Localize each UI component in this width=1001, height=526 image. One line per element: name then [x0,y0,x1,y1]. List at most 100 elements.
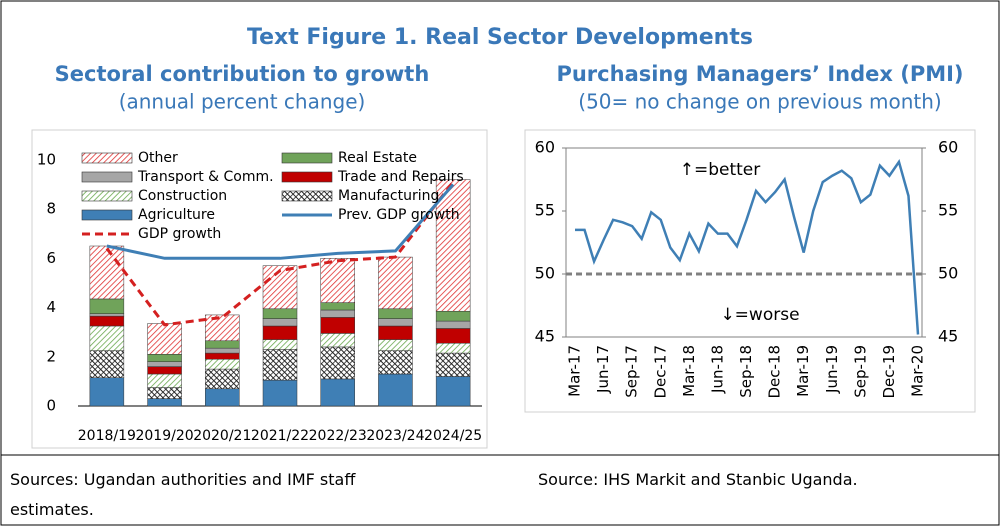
plot-frame [565,147,923,338]
bar-segment [89,315,125,327]
bar-segment [147,354,182,362]
x-tick-label: 2022/23 [309,428,367,444]
bar-segment [147,398,182,407]
line-series [105,181,455,327]
x-tick-label: Mar-18 [680,345,698,397]
legend-swatch [81,190,133,202]
bar-segment [205,314,240,342]
annotation: ↓=worse [720,305,799,325]
bar-segment [147,373,182,388]
bar-segment [147,366,182,375]
source-note: Source: IHS Markit and Stanbic Uganda. [538,470,858,489]
bar-segment [262,339,298,350]
x-tick-label: 2018/19 [78,428,136,444]
legend-swatch [281,171,333,183]
bar-segment [378,308,413,319]
left-panel [31,129,488,449]
chart-subtitle: (annual percent change) [119,90,366,114]
legend-label: Real Estate [338,150,417,166]
bar-segment [320,333,355,348]
bar-segment [262,318,298,327]
bar-segment [435,352,471,377]
bar-segment [89,350,125,378]
chart-title: Purchasing Managers’ Index (PMI) [556,62,963,86]
bar-segment [378,325,413,340]
x-tick-label: 2019/20 [135,428,193,444]
y-tick-label: 55 [535,201,555,220]
x-tick-label: Mar-20 [909,345,927,397]
x-tick-label: Mar-19 [794,345,812,397]
bar-segment [205,347,240,354]
legend-swatch [81,209,133,221]
x-tick-label: Dec-18 [766,345,784,399]
y-tick-label: 0 [46,397,56,415]
legend-label: Transport & Comm. [137,169,274,185]
bar-segment [320,317,355,334]
bar-segment [147,323,182,355]
x-tick-label: Sep-19 [851,345,869,398]
bar-segment [205,368,240,390]
bar-segment [205,388,240,407]
bar-segment [378,339,413,351]
bar-segment [262,265,298,310]
bar-segment [262,325,298,340]
x-tick-label: Sep-17 [623,345,641,398]
chart-subtitle: (50= no change on previous month) [578,90,941,114]
x-tick-label: Jun-18 [708,345,726,394]
y-tick-label: 10 [37,150,56,168]
x-tick-label: Dec-17 [651,345,669,399]
bar-segment [320,378,355,407]
y2-tick-label: 45 [938,327,958,346]
bar-segment [147,361,182,367]
legend-label: Trade and Repairs [337,169,464,185]
legend-swatch [81,171,133,183]
legend-swatch [281,152,333,164]
bar-segment [320,258,355,303]
y-tick-label: 6 [46,249,56,267]
y-tick-label: 2 [46,347,56,365]
legend-swatch [281,190,333,202]
x-tick-label: 2021/22 [251,428,309,444]
line-series [106,183,455,260]
legend-label: Construction [138,188,227,204]
bar-segment [378,318,413,327]
x-tick-label: Jun-17 [594,345,612,394]
bar-segment [320,302,355,311]
y-tick-label: 50 [535,264,555,283]
source-note: Sources: Ugandan authorities and IMF sta… [10,470,356,519]
bar-segment [435,376,471,407]
bar-segment [378,256,413,310]
bar-segment [262,308,298,319]
bar-segment [378,373,413,407]
y2-tick-label: 50 [938,264,958,283]
chart-title: Sectoral contribution to growth [55,62,430,86]
bar-segment [262,349,298,381]
legend-label: Manufacturing [338,188,439,204]
legend-label: Other [138,150,178,166]
bar-segment [89,245,125,300]
x-tick-label: Dec-19 [880,345,898,399]
y-tick-label: 4 [46,298,56,316]
legend-label: Prev. GDP growth [338,207,460,223]
x-tick-label: Jun-19 [823,345,841,394]
bar-segment [320,346,355,380]
legend-label: Agriculture [138,207,215,223]
bar-segment [89,325,125,351]
x-tick-label: 2024/25 [424,428,482,444]
bar-segment [205,358,240,370]
x-tick-label: Sep-18 [737,345,755,398]
line-series [575,158,920,335]
annotation: ↑=better [680,160,761,180]
y-tick-label: 8 [46,200,56,218]
bar-segment [378,350,413,375]
bar-segment [205,340,240,349]
bar-segment [205,352,240,360]
legend-label: GDP growth [138,226,221,242]
bar-segment [320,309,355,318]
bar-segment [435,328,471,344]
bar-segment [147,387,182,399]
y2-tick-label: 55 [938,201,958,220]
y-tick-label: 60 [535,138,555,157]
